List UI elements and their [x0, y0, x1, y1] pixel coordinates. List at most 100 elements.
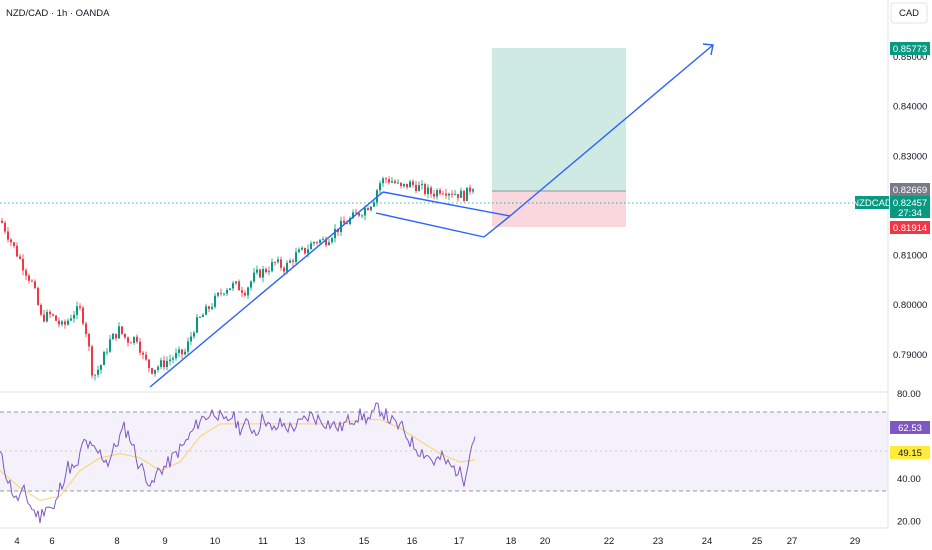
time-tick-label: 27: [787, 536, 798, 547]
candle: [304, 247, 306, 256]
candle: [328, 239, 330, 246]
candle: [301, 246, 303, 251]
candle: [403, 183, 405, 189]
candle: [316, 240, 318, 246]
candle: [169, 354, 171, 366]
candle: [253, 267, 255, 284]
candle: [313, 241, 315, 246]
candle: [295, 247, 297, 265]
trendline-support[interactable]: [149, 191, 384, 388]
candle: [325, 236, 327, 248]
candle: [109, 335, 111, 353]
price-tick-label: 0.84000: [893, 102, 927, 113]
candle: [181, 349, 183, 360]
candle: [22, 254, 24, 276]
candle: [226, 288, 228, 297]
time-tick-label: 11: [258, 536, 268, 547]
candle: [196, 313, 198, 334]
candle: [40, 303, 42, 317]
candle: [193, 330, 195, 339]
candle: [394, 179, 396, 185]
target-price-tag: 0.85773: [890, 42, 930, 55]
candle: [73, 311, 75, 323]
candle: [88, 332, 90, 352]
time-axis[interactable]: 4 6 8 9 10 11 13 15 16 17 18 20 22 23 24 25 27 29: [14, 536, 860, 547]
candle: [415, 180, 417, 194]
currency-button[interactable]: [890, 2, 928, 24]
candle: [100, 364, 102, 374]
candle: [43, 309, 45, 323]
time-tick-label: 24: [702, 536, 713, 547]
price-tick-label: 0.80000: [893, 300, 927, 311]
candle: [103, 350, 105, 366]
candle: [31, 279, 33, 283]
target-price-label: 0.85773: [893, 44, 927, 55]
candle: [391, 176, 393, 184]
candle: [217, 291, 219, 298]
candle: [367, 206, 369, 211]
time-tick-label: 8: [114, 536, 119, 547]
time-tick-label: 25: [752, 536, 763, 547]
candle: [55, 315, 57, 322]
candle: [280, 256, 282, 271]
time-tick-label: 9: [162, 536, 167, 547]
candle: [4, 220, 6, 235]
time-tick-label: 23: [653, 536, 664, 547]
candle: [172, 355, 174, 364]
candle: [400, 182, 402, 189]
candle: [358, 212, 360, 218]
candle: [205, 303, 207, 315]
candle: [214, 292, 216, 309]
candle: [166, 356, 168, 371]
candle: [277, 256, 279, 264]
candle: [49, 309, 51, 318]
candle: [379, 180, 381, 195]
candle: [121, 326, 123, 336]
price-pane[interactable]: [0, 43, 888, 388]
price-tick-label: 0.85000: [893, 52, 927, 63]
rsi-tick-label: 20.00: [897, 517, 921, 528]
candles: [1, 176, 474, 381]
candle: [91, 344, 93, 379]
flag-bottom-line[interactable]: [375, 212, 485, 238]
target-zone[interactable]: [492, 48, 626, 191]
candle: [244, 290, 246, 297]
candle: [427, 184, 429, 199]
countdown-label: 27:34: [898, 208, 922, 219]
rsi-axis[interactable]: 80.00 40.00 20.00: [897, 389, 921, 528]
candle: [52, 313, 54, 317]
rsi-pane[interactable]: [0, 402, 888, 524]
candle: [298, 247, 300, 253]
candle: [256, 265, 258, 275]
candle: [202, 313, 204, 317]
candle: [430, 185, 432, 198]
projection-arrowhead: [702, 43, 714, 56]
flag-end-line[interactable]: [483, 215, 511, 238]
candle: [406, 183, 408, 190]
candle: [142, 351, 144, 360]
candle: [463, 189, 465, 203]
candle: [124, 333, 126, 340]
candle: [460, 187, 462, 198]
candle: [439, 187, 441, 196]
stop-zone[interactable]: [492, 191, 626, 227]
candle: [454, 189, 456, 196]
candle: [331, 236, 333, 245]
candle: [457, 193, 459, 202]
candle: [235, 280, 237, 286]
flag-top-line[interactable]: [382, 191, 511, 217]
candle: [436, 188, 438, 200]
time-tick-label: 4: [14, 536, 19, 547]
last-price-label: 0.82457: [893, 198, 927, 209]
price-axis[interactable]: 0.860000.850000.840000.830000.810000.800…: [893, 2, 927, 360]
candle: [289, 258, 291, 264]
candle: [382, 176, 384, 187]
projection-line[interactable]: [509, 44, 714, 217]
candle: [13, 241, 15, 249]
candle: [115, 333, 117, 341]
candle: [229, 288, 231, 291]
candle: [82, 306, 84, 326]
candle: [187, 337, 189, 355]
candle: [433, 189, 435, 200]
